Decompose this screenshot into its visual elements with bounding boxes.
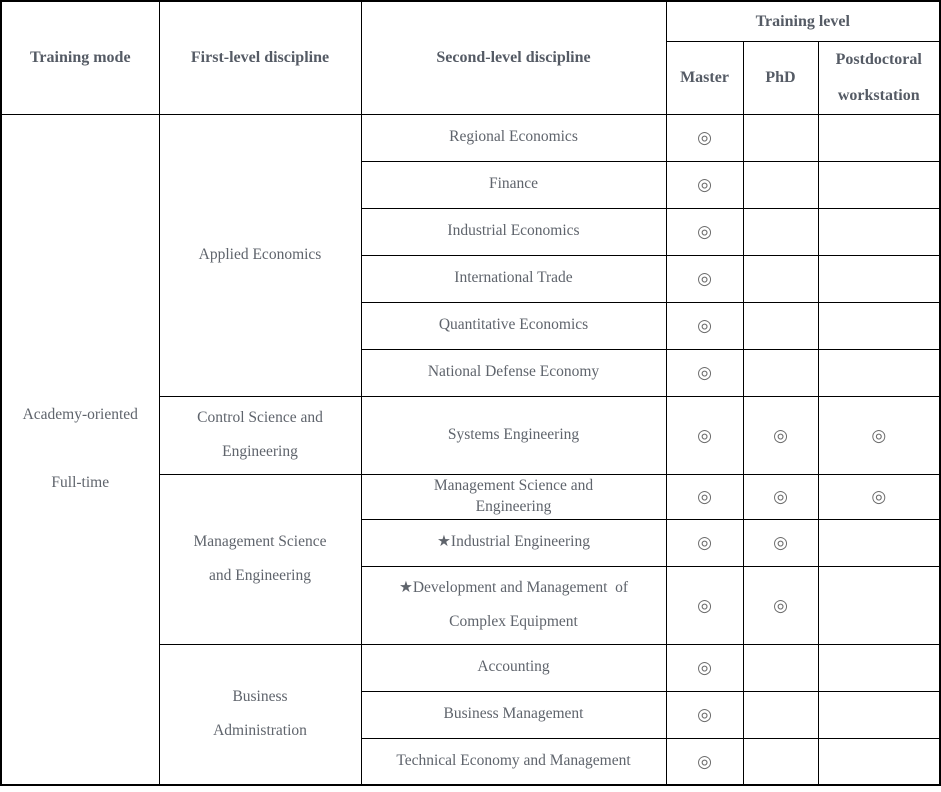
second-level-cell: Regional Economics (360, 113, 667, 162)
table-row: Quantitative Economics ◎ (1, 301, 941, 350)
training-mode-cell: Academy-oriented Full-time (0, 113, 160, 786)
postdoctoral-mark-cell: ◎ (817, 473, 941, 520)
postdoctoral-mark-cell (817, 301, 941, 350)
phd-mark-cell: ◎ (742, 473, 819, 520)
phd-mark-cell (742, 348, 819, 397)
second-level-cell: Industrial Economics (360, 207, 667, 256)
master-mark-cell: ◎ (665, 301, 744, 350)
phd-mark-cell: ◎ (742, 395, 819, 475)
col-header-first-level-discipline: First-level discipline (158, 0, 362, 115)
col-header-postdoctoral-workstation: Postdoctoral workstation (817, 40, 941, 115)
postdoctoral-mark-cell (817, 254, 941, 303)
phd-mark-cell (742, 113, 819, 162)
col-header-master: Master (665, 40, 744, 115)
phd-mark-cell (742, 643, 819, 692)
master-mark-cell: ◎ (665, 348, 744, 397)
second-level-cell: Technical Economy and Management (360, 737, 667, 786)
col-header-training-mode: Training mode (0, 0, 160, 115)
first-level-cell-management-science: Management Science and Engineering (158, 473, 362, 645)
phd-mark-cell (742, 254, 819, 303)
second-level-cell: Finance (360, 160, 667, 209)
table-row: Business Administration Accounting ◎ (1, 643, 941, 786)
postdoctoral-mark-cell (817, 690, 941, 739)
phd-mark-cell (742, 301, 819, 350)
col-header-second-level-discipline: Second-level discipline (360, 0, 667, 115)
table-row: ★Industrial Engineering ◎ ◎ (1, 518, 941, 567)
master-mark-cell: ◎ (665, 254, 744, 303)
postdoctoral-mark-cell (817, 207, 941, 256)
phd-mark-cell (742, 737, 819, 786)
phd-mark-cell: ◎ (742, 518, 819, 567)
postdoctoral-mark-cell: ◎ (817, 395, 941, 475)
table-row: International Trade ◎ (1, 254, 941, 303)
second-level-cell: Quantitative Economics (360, 301, 667, 350)
table-row: Business Management ◎ (1, 690, 941, 739)
master-mark-cell: ◎ (665, 643, 744, 692)
header-row-2: Master PhD Postdoctoral workstation (1, 40, 941, 115)
phd-mark-cell: ◎ (742, 565, 819, 645)
postdoctoral-mark-cell (817, 643, 941, 692)
master-mark-cell: ◎ (665, 690, 744, 739)
second-level-cell: Systems Engineering (360, 395, 667, 475)
master-mark-cell: ◎ (665, 737, 744, 786)
first-level-cell-applied-economics: Applied Economics (158, 113, 362, 397)
postdoctoral-mark-cell (817, 518, 941, 567)
master-mark-cell: ◎ (665, 395, 744, 475)
table-row: Finance ◎ (1, 160, 941, 209)
phd-mark-cell (742, 690, 819, 739)
postdoctoral-mark-cell (817, 348, 941, 397)
postdoctoral-mark-cell (817, 113, 941, 162)
phd-mark-cell (742, 160, 819, 209)
phd-mark-cell (742, 207, 819, 256)
master-mark-cell: ◎ (665, 207, 744, 256)
table-row: Technical Economy and Management ◎ (1, 737, 941, 786)
header-row-1: Training mode First-level discipline Sec… (0, 0, 941, 115)
table-row: Industrial Economics ◎ (1, 207, 941, 256)
postdoctoral-mark-cell (817, 737, 941, 786)
master-mark-cell: ◎ (665, 113, 744, 162)
table-row: Management Science and Engineering Manag… (1, 473, 941, 645)
second-level-cell: Accounting (360, 643, 667, 692)
table-row: Control Science and Engineering Systems … (1, 395, 941, 475)
second-level-cell: ★Development and Management of Complex E… (360, 565, 667, 645)
second-level-cell: National Defense Economy (360, 348, 667, 397)
first-level-cell-control-science: Control Science and Engineering (158, 395, 362, 475)
master-mark-cell: ◎ (665, 160, 744, 209)
second-level-cell: Management Science and Engineering (360, 473, 667, 520)
table-row: National Defense Economy ◎ (1, 348, 941, 397)
master-mark-cell: ◎ (665, 518, 744, 567)
col-header-training-level: Training level (665, 0, 941, 42)
master-mark-cell: ◎ (665, 473, 744, 520)
first-level-cell-business-administration: Business Administration (158, 643, 362, 786)
second-level-cell: International Trade (360, 254, 667, 303)
second-level-cell: Business Management (360, 690, 667, 739)
second-level-cell: ★Industrial Engineering (360, 518, 667, 567)
master-mark-cell: ◎ (665, 565, 744, 645)
table-row: Academy-oriented Full-time Applied Econo… (0, 113, 941, 786)
postdoctoral-mark-cell (817, 565, 941, 645)
postdoctoral-mark-cell (817, 160, 941, 209)
col-header-phd: PhD (742, 40, 819, 115)
